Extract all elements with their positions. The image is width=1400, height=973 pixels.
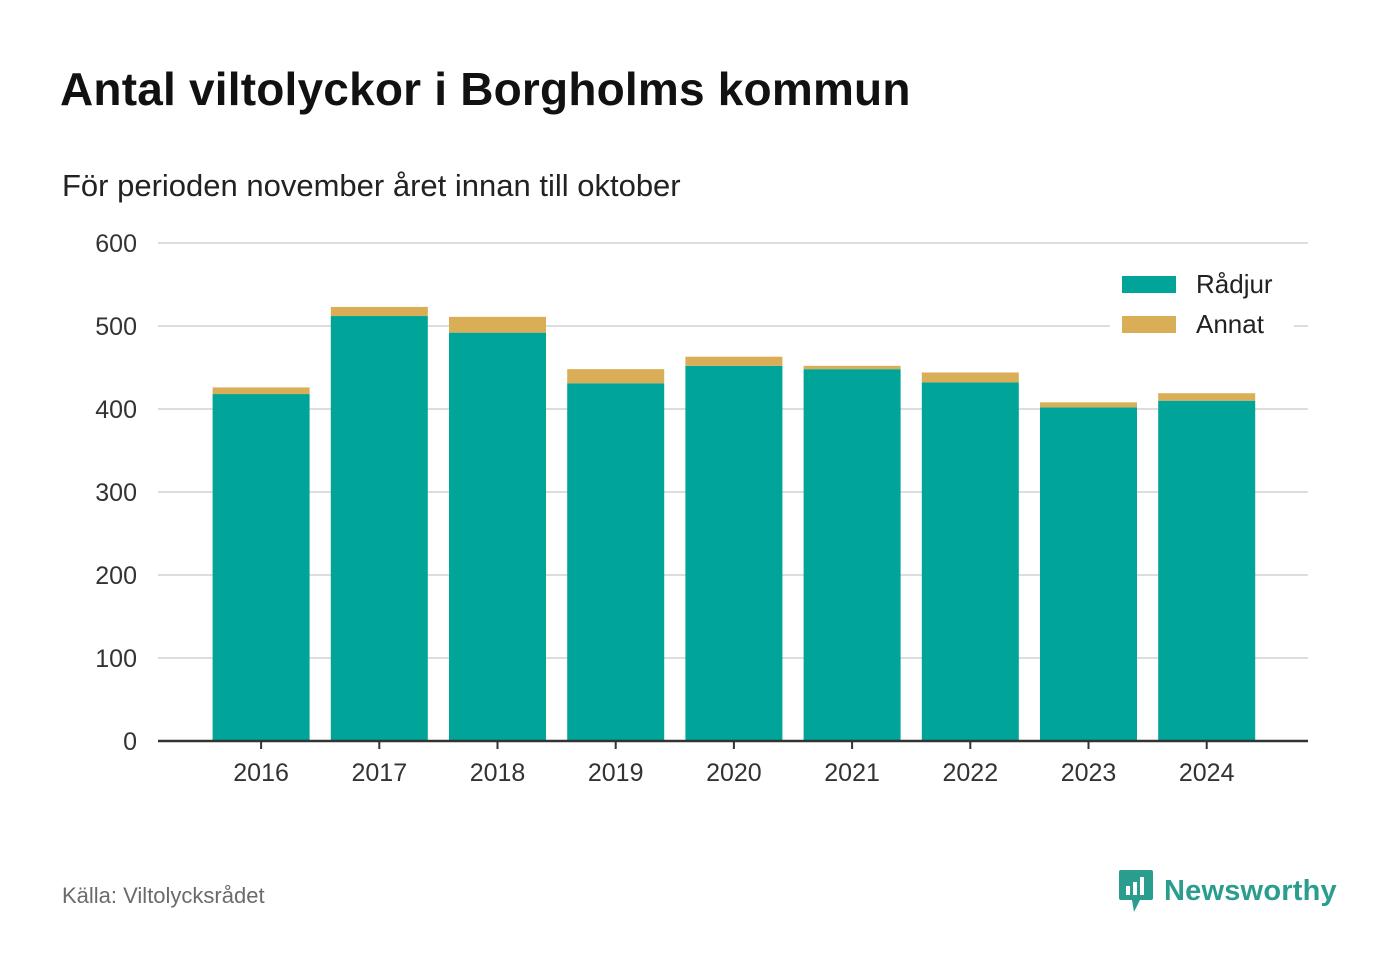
legend-label-radjur: Rådjur xyxy=(1196,269,1273,299)
bar-radjur-2017 xyxy=(330,316,428,741)
bar-annat-2016 xyxy=(212,387,310,395)
y-tick-label-300: 300 xyxy=(95,479,137,507)
y-tick-label-200: 200 xyxy=(95,562,137,590)
chart-subtitle: För perioden november året innan till ok… xyxy=(62,168,681,203)
brand-logo: Newsworthy xyxy=(1118,868,1337,914)
bars xyxy=(212,306,1256,741)
y-tick-label-0: 0 xyxy=(123,728,137,756)
x-tick-label-2020: 2020 xyxy=(706,759,762,787)
bar-radjur-2020 xyxy=(685,365,783,741)
bar-annat-2020 xyxy=(685,356,783,366)
bar-radjur-2016 xyxy=(212,394,310,741)
legend-swatch-annat xyxy=(1122,316,1176,333)
chart-title: Antal viltolyckor i Borgholms kommun xyxy=(60,63,911,115)
legend-label-annat: Annat xyxy=(1196,309,1265,339)
bar-radjur-2024 xyxy=(1158,400,1256,741)
bar-radjur-2022 xyxy=(921,382,1019,741)
legend: Rådjur Annat xyxy=(1110,262,1294,348)
x-tick-label-2023: 2023 xyxy=(1061,759,1117,787)
newsworthy-logo-icon xyxy=(1119,870,1153,912)
x-tick-label-2016: 2016 xyxy=(233,759,289,787)
x-tick-label-2019: 2019 xyxy=(588,759,644,787)
y-tick-label-500: 500 xyxy=(95,313,137,341)
bar-annat-2023 xyxy=(1040,402,1137,408)
x-tick-label-2024: 2024 xyxy=(1179,759,1235,787)
brand-name: Newsworthy xyxy=(1164,874,1337,907)
bar-radjur-2019 xyxy=(567,383,665,741)
x-tick-label-2022: 2022 xyxy=(942,759,998,787)
y-tick-label-400: 400 xyxy=(95,396,137,424)
bar-radjur-2023 xyxy=(1040,407,1137,741)
y-tick-label-100: 100 xyxy=(95,645,137,673)
bar-annat-2018 xyxy=(449,316,546,333)
bar-annat-2019 xyxy=(567,369,665,384)
bar-annat-2024 xyxy=(1158,393,1256,401)
bar-annat-2022 xyxy=(921,372,1019,383)
x-tick-label-2018: 2018 xyxy=(470,759,526,787)
bar-annat-2021 xyxy=(803,365,901,370)
x-tick-label-2017: 2017 xyxy=(351,759,407,787)
y-tick-label-600: 600 xyxy=(95,230,137,258)
axes: 0 100 200 300 400 500 600 2016 2017 2018 2019 2020 2… xyxy=(95,230,1308,787)
source-note: Källa: Viltolycksrådet xyxy=(62,883,265,908)
legend-swatch-radjur xyxy=(1122,276,1176,293)
bar-annat-2017 xyxy=(330,306,428,317)
x-tick-label-2021: 2021 xyxy=(824,759,880,787)
bar-radjur-2021 xyxy=(803,369,901,741)
bar-radjur-2018 xyxy=(449,332,546,741)
